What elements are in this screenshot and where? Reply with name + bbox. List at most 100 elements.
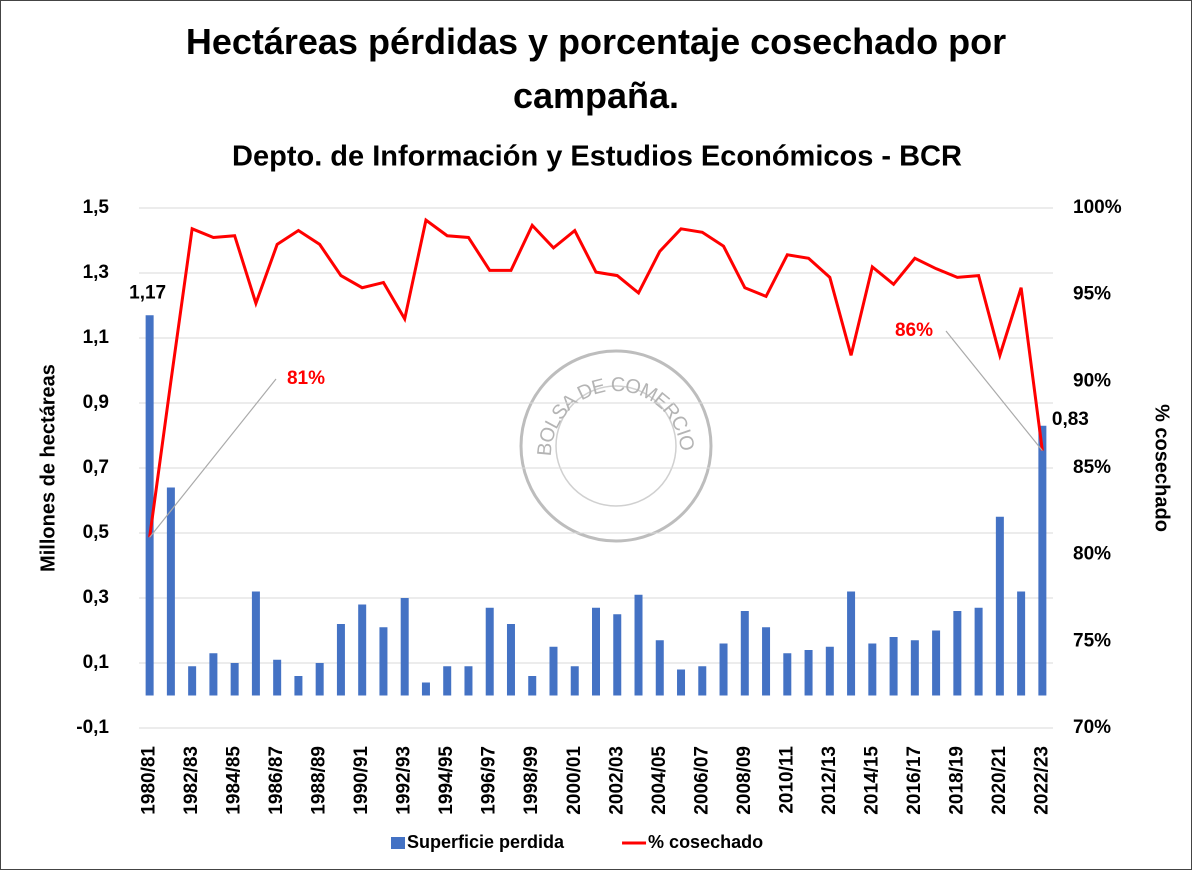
y-tick-label: 1,3 [83, 262, 109, 283]
bar [719, 643, 728, 696]
bar [910, 640, 919, 696]
bar [634, 594, 643, 696]
bar [974, 607, 983, 696]
x-tick-label: 2002/03 [606, 746, 627, 815]
watermark-path: BOLSA DE COMERCIO DE ROSARIO [1, 1, 698, 457]
x-tick-label: 1984/85 [224, 746, 245, 815]
y-tick-label: 0,7 [83, 457, 109, 478]
callout-line [945, 330, 1043, 452]
chart-subtitle: Depto. de Información y Estudios Económi… [232, 141, 962, 173]
x-tick-label: 1982/83 [181, 746, 202, 815]
x-tick-label: 2006/07 [691, 746, 712, 815]
y-tick-label: 0,5 [83, 522, 110, 543]
x-tick-label: 2004/05 [649, 746, 670, 815]
x-tick-label: 2000/01 [564, 746, 585, 815]
bar [358, 604, 367, 696]
bar [889, 637, 898, 696]
x-tick-label: 2016/17 [904, 746, 925, 815]
bar [528, 676, 537, 696]
bar [443, 666, 452, 696]
bar [570, 666, 579, 696]
bar [315, 663, 324, 696]
y-tick-label: 0,9 [83, 392, 109, 413]
bar [783, 653, 792, 696]
x-tick-label: 2018/19 [946, 746, 967, 815]
x-tick-label: 1990/91 [351, 746, 372, 815]
bar [740, 611, 749, 696]
legend-label: % cosechado [648, 832, 763, 852]
watermark-text: BOLSA DE COMERCIO DE ROSARIO [1, 1, 698, 457]
x-tick-label: 2020/21 [989, 746, 1010, 815]
x-tick-label: 1994/95 [436, 746, 457, 815]
bar [804, 650, 813, 696]
bar [379, 627, 388, 696]
y2-axis-title: % cosechado [1151, 404, 1173, 532]
bar [294, 676, 303, 696]
data-label: 86% [895, 320, 933, 341]
data-label: 1,17 [129, 282, 166, 303]
chart-title: Hectáreas pérdidas y porcentaje cosechad… [185, 21, 1007, 116]
y2-tick-label: 70% [1073, 717, 1111, 738]
bar [549, 646, 558, 696]
bar [1017, 591, 1026, 696]
callout-line [149, 378, 277, 538]
y2-tick-label: 100% [1073, 197, 1122, 218]
bar [698, 666, 707, 696]
x-tick-label: 2014/15 [861, 746, 882, 815]
bar [868, 643, 877, 696]
legend-swatch [391, 837, 405, 849]
data-label: 0,83 [1052, 409, 1089, 430]
y2-tick-label: 90% [1073, 370, 1111, 391]
x-tick-label: 1992/93 [394, 746, 415, 815]
watermark-ring [519, 349, 713, 543]
y2-tick-label: 75% [1073, 630, 1111, 651]
bar [273, 659, 282, 696]
bar [506, 624, 515, 696]
bar [932, 630, 941, 696]
bar [166, 487, 175, 696]
bar [762, 627, 771, 696]
bar [655, 640, 664, 696]
bar [464, 666, 473, 696]
bar [592, 607, 600, 696]
y2-tick-label: 95% [1073, 284, 1111, 305]
bar [251, 591, 260, 696]
bar [421, 682, 430, 696]
x-tick-label: 2008/09 [734, 746, 755, 815]
y-tick-label: -0,1 [76, 717, 109, 738]
bar [336, 624, 345, 696]
y-tick-label: 0,3 [83, 587, 109, 608]
x-tick-label: 1996/97 [479, 746, 500, 815]
x-tick-label: 2010/11 [776, 746, 797, 814]
x-tick-label: 1998/99 [521, 746, 542, 815]
x-tick-label: 1980/81 [139, 746, 160, 815]
x-tick-label: 2012/13 [819, 746, 840, 815]
line-series [148, 217, 1044, 538]
bar [847, 591, 856, 696]
bar [485, 607, 494, 696]
data-label: 81% [287, 368, 325, 389]
bar [1038, 425, 1047, 696]
y-tick-label: 1,1 [83, 327, 110, 348]
bar [995, 516, 1004, 696]
y2-tick-label: 80% [1073, 544, 1111, 565]
y-tick-label: 1,5 [83, 197, 110, 218]
bar [953, 611, 962, 696]
bar [145, 315, 154, 696]
y2-tick-label: 85% [1073, 457, 1111, 478]
y-axis-title: Millones de hectáreas [37, 364, 59, 572]
bar [677, 669, 686, 696]
bar [188, 666, 197, 696]
legend-label: Superficie perdida [407, 832, 565, 852]
bar [400, 598, 409, 696]
y-tick-label: 0,1 [83, 652, 110, 673]
x-tick-label: 1988/89 [309, 746, 330, 815]
bar [825, 646, 834, 696]
bar [209, 653, 218, 696]
x-tick-label: 1986/87 [266, 746, 287, 815]
x-tick-label: 2022/23 [1031, 746, 1052, 815]
watermark-inner [555, 385, 677, 507]
bar [613, 614, 622, 696]
